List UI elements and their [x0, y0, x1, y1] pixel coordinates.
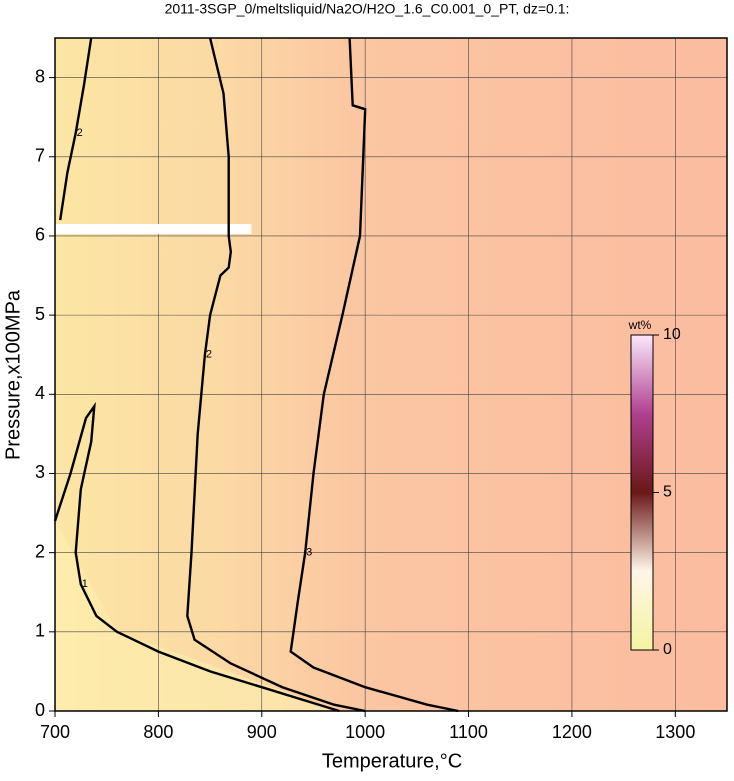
chart-title: 2011-3SGP_0/meltsliquid/Na2O/H2O_1.6_C0.…	[165, 1, 570, 17]
plot-frame	[54, 37, 728, 712]
x-tick-label: 800	[143, 722, 173, 742]
x-tick-label: 1300	[655, 722, 695, 742]
contour-label: 1	[82, 578, 88, 590]
x-tick-label: 700	[40, 722, 70, 742]
x-tick-label: 900	[247, 722, 277, 742]
colorbar	[630, 334, 654, 651]
y-tick-label: 4	[35, 383, 45, 403]
y-tick-label: 5	[35, 304, 45, 324]
y-tick-label: 7	[35, 146, 45, 166]
x-tick-label: 1100	[449, 722, 488, 742]
contour-line	[289, 37, 459, 713]
contour-line	[186, 37, 366, 713]
contour-label: 2	[206, 349, 212, 361]
y-tick-label: 6	[35, 225, 45, 245]
shading	[55, 520, 340, 711]
x-axis-label: Temperature,°C	[322, 750, 462, 772]
y-axis-label: Pressure,x100MPa	[2, 289, 24, 460]
y-tick-label: 0	[35, 700, 45, 720]
data-gap	[55, 224, 252, 235]
colorbar-tick-label: 5	[663, 484, 672, 501]
y-tick-label: 1	[35, 621, 45, 641]
y-tick-label: 2	[35, 541, 45, 561]
background	[55, 38, 727, 711]
y-tick-label: 3	[35, 462, 45, 482]
colorbar-tick-label: 0	[663, 641, 672, 658]
contour-label: 2	[77, 127, 83, 139]
x-tick-label: 1000	[345, 722, 385, 742]
x-tick-label: 1200	[552, 722, 592, 742]
contour-line	[59, 37, 93, 221]
colorbar-label: wt%	[628, 318, 652, 332]
colorbar-tick-label: 10	[663, 326, 681, 343]
y-tick-label: 8	[35, 66, 45, 86]
contour-line	[53, 401, 340, 713]
contour-label: 3	[306, 547, 312, 559]
